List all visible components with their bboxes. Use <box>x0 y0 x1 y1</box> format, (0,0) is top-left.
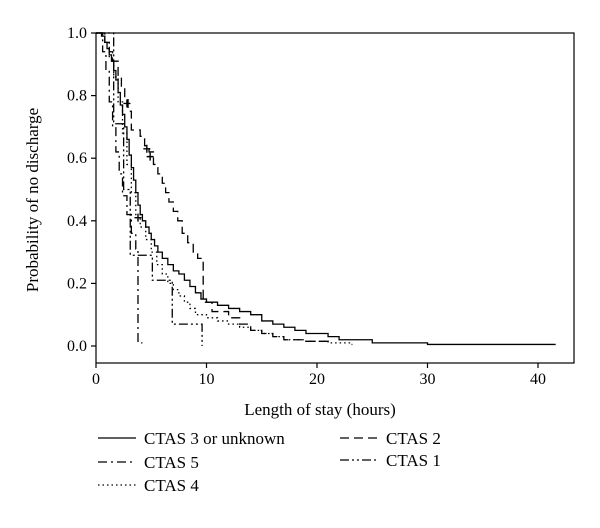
censor-mark <box>123 99 131 108</box>
series-line-ctas-4 <box>96 32 353 346</box>
legend-label: CTAS 3 or unknown <box>144 429 285 448</box>
legend-label: CTAS 1 <box>386 451 441 470</box>
y-axis-title: Probability of no discharge <box>23 108 42 292</box>
x-tick-label: 10 <box>199 371 215 388</box>
legend-label: CTAS 4 <box>144 476 199 495</box>
legend-label: CTAS 5 <box>144 453 199 472</box>
x-tick-label: 30 <box>420 371 436 388</box>
y-tick-label: 1.0 <box>67 25 87 42</box>
y-tick-label: 0.8 <box>67 88 87 105</box>
y-tick-label: 0.2 <box>67 275 87 292</box>
y-tick-label: 0.6 <box>67 150 87 167</box>
x-axis-title: Length of stay (hours) <box>244 400 396 419</box>
legend: CTAS 3 or unknown CTAS 2 CTAS 5 CTAS 1 CTAS … <box>98 429 441 495</box>
series-line-ctas-2 <box>96 32 329 343</box>
censor-mark <box>146 152 154 161</box>
legend-label: CTAS 2 <box>386 429 441 448</box>
plot-area <box>96 32 556 346</box>
y-tick-label: 0.0 <box>67 338 87 355</box>
x-tick-label: 0 <box>92 371 100 388</box>
plot-frame <box>95 32 575 364</box>
x-tick-label: 20 <box>309 371 325 388</box>
censor-mark <box>134 213 142 222</box>
censor-mark <box>143 144 151 153</box>
y-tick-label: 0.4 <box>67 213 87 230</box>
series-line-ctas-5 <box>96 32 143 344</box>
axes: 0.0 0.2 0.4 0.6 0.8 1.0 0 10 20 30 40 <box>67 25 575 388</box>
x-tick-label: 40 <box>530 371 546 388</box>
